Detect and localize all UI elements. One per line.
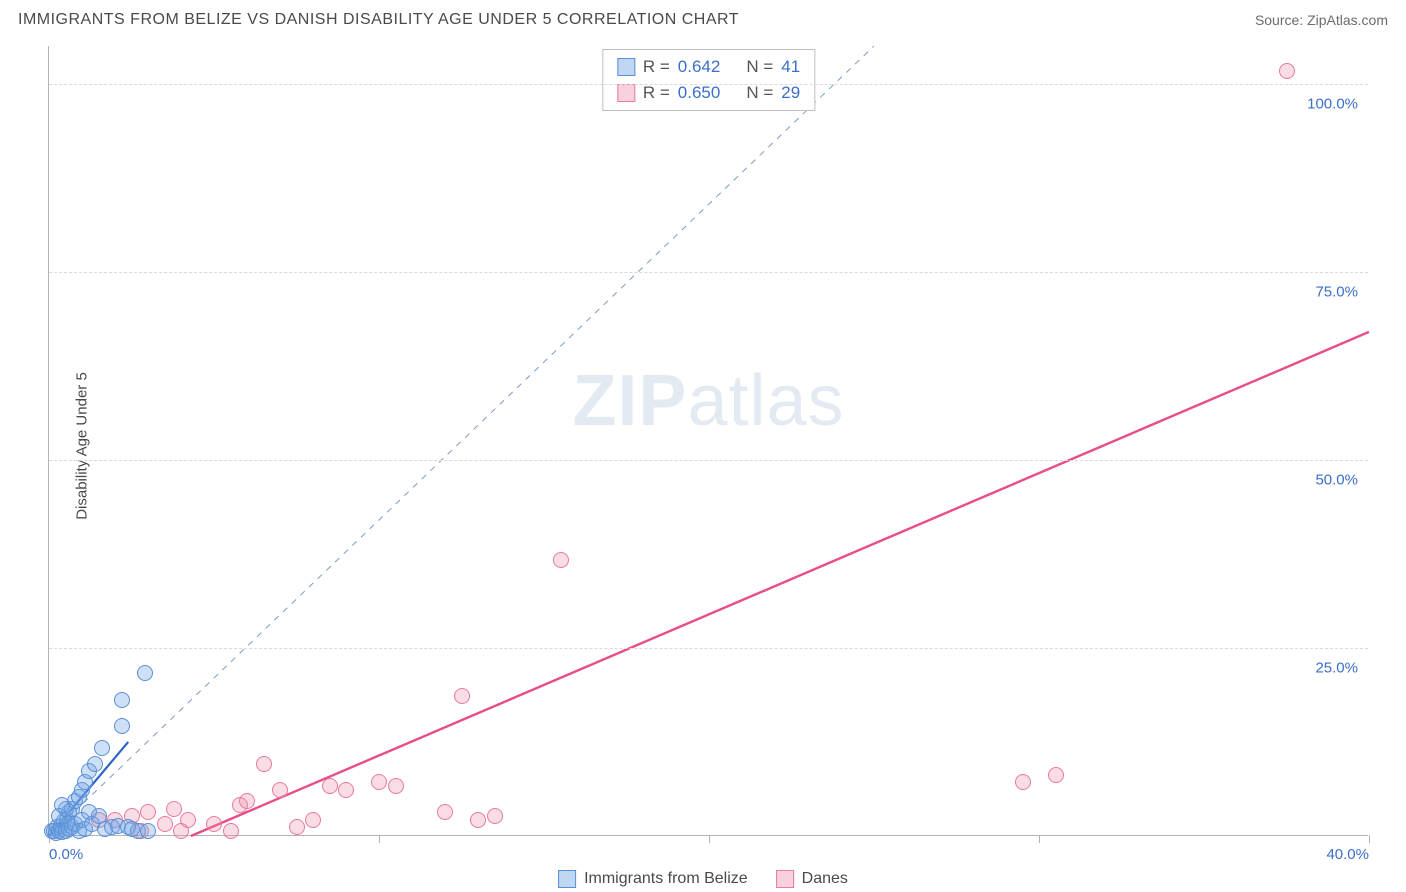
data-point <box>1048 767 1064 783</box>
data-point <box>553 552 569 568</box>
data-point <box>140 804 156 820</box>
x-tick-label: 0.0% <box>49 846 83 863</box>
data-point <box>272 782 288 798</box>
chart-title: IMMIGRANTS FROM BELIZE VS DANISH DISABIL… <box>18 11 739 29</box>
chart-header: IMMIGRANTS FROM BELIZE VS DANISH DISABIL… <box>0 0 1406 40</box>
source-label: Source: <box>1255 12 1307 28</box>
n-value-blue: 41 <box>781 54 800 80</box>
data-point <box>487 808 503 824</box>
gridline-h <box>49 84 1368 85</box>
data-point <box>338 782 354 798</box>
legend-item-pink: Danes <box>776 870 848 888</box>
data-point <box>1015 774 1031 790</box>
swatch-pink <box>617 84 635 102</box>
legend-label-blue: Immigrants from Belize <box>584 870 748 888</box>
data-point <box>157 816 173 832</box>
y-tick-label: 50.0% <box>1315 471 1358 488</box>
data-point <box>166 801 182 817</box>
data-point <box>239 793 255 809</box>
n-label: N = <box>746 54 773 80</box>
data-point <box>305 812 321 828</box>
data-point <box>114 692 130 708</box>
data-point <box>114 718 130 734</box>
gridline-h <box>49 648 1368 649</box>
legend-row-blue: R = 0.642 N = 41 <box>617 54 800 80</box>
data-point <box>94 740 110 756</box>
trend-lines-layer <box>49 46 1368 835</box>
gridline-h <box>49 272 1368 273</box>
data-point <box>87 756 103 772</box>
data-point <box>454 688 470 704</box>
swatch-pink <box>776 870 794 888</box>
data-point <box>1279 63 1295 79</box>
data-point <box>371 774 387 790</box>
data-point <box>470 812 486 828</box>
data-point <box>388 778 404 794</box>
source-attribution: Source: ZipAtlas.com <box>1255 12 1388 28</box>
data-point <box>206 816 222 832</box>
x-tick <box>709 835 710 843</box>
gridline-h <box>49 460 1368 461</box>
x-tick <box>379 835 380 843</box>
y-tick-label: 75.0% <box>1315 283 1358 300</box>
x-tick <box>1369 835 1370 843</box>
data-point <box>223 823 239 839</box>
plot-area: ZIPatlas R = 0.642 N = 41 R = 0.650 N = … <box>48 46 1368 836</box>
x-tick-label: 40.0% <box>1326 846 1369 863</box>
y-tick-label: 100.0% <box>1307 95 1358 112</box>
data-point <box>322 778 338 794</box>
y-tick-label: 25.0% <box>1315 659 1358 676</box>
r-label: R = <box>643 54 670 80</box>
data-point <box>289 819 305 835</box>
data-point <box>54 797 70 813</box>
data-point <box>256 756 272 772</box>
x-tick <box>1039 835 1040 843</box>
data-point <box>437 804 453 820</box>
swatch-blue <box>617 58 635 76</box>
series-legend: Immigrants from Belize Danes <box>558 870 848 888</box>
correlation-legend: R = 0.642 N = 41 R = 0.650 N = 29 <box>602 49 815 111</box>
source-value: ZipAtlas.com <box>1307 12 1388 28</box>
data-point <box>180 812 196 828</box>
legend-item-blue: Immigrants from Belize <box>558 870 748 888</box>
r-value-blue: 0.642 <box>678 54 721 80</box>
swatch-blue <box>558 870 576 888</box>
legend-label-pink: Danes <box>802 870 848 888</box>
data-point <box>137 665 153 681</box>
data-point <box>140 823 156 839</box>
